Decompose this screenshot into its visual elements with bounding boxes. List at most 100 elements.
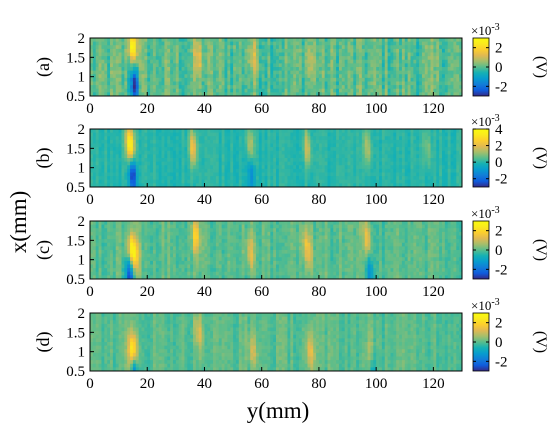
heatmap-cell — [181, 136, 185, 141]
heatmap-cell — [244, 92, 248, 97]
heatmap-cell — [267, 139, 271, 144]
heatmap-cell — [404, 172, 409, 177]
heatmap-cell — [370, 165, 374, 170]
heatmap-cell — [318, 85, 323, 90]
heatmap-cell — [287, 147, 291, 152]
heatmap-cell — [187, 231, 191, 236]
heatmap-cell — [218, 129, 223, 134]
heatmap-cell — [447, 139, 451, 144]
heatmap-cell — [115, 158, 120, 163]
heatmap-cell — [115, 85, 120, 90]
heatmap-cell — [399, 235, 403, 240]
heatmap-cell — [127, 172, 131, 177]
heatmap-cell — [221, 221, 225, 226]
heatmap-cell — [444, 59, 449, 64]
heatmap-cell — [293, 172, 297, 177]
heatmap-cell — [361, 154, 366, 159]
heatmap-cell — [247, 161, 251, 166]
heatmap-cell — [304, 228, 308, 233]
heatmap-cell — [253, 228, 257, 233]
heatmap-cell — [170, 231, 174, 236]
heatmap-cell — [233, 158, 237, 163]
heatmap-cell — [161, 132, 165, 137]
x-tick-label: 60 — [254, 192, 269, 208]
heatmap-cell — [433, 168, 437, 173]
heatmap-cell — [316, 136, 320, 141]
heatmap-cell — [436, 143, 440, 148]
heatmap-cell — [344, 88, 348, 93]
heatmap-cell — [456, 179, 460, 184]
heatmap-cell — [235, 176, 240, 181]
heatmap-cell — [379, 136, 383, 141]
heatmap-cell — [195, 150, 200, 155]
heatmap-cell — [187, 81, 191, 86]
heatmap-cell — [190, 168, 194, 173]
heatmap-cell — [430, 176, 434, 181]
heatmap-cell — [296, 70, 300, 75]
heatmap-cell — [393, 183, 397, 188]
heatmap-cell — [436, 129, 440, 134]
heatmap-cell — [233, 132, 237, 137]
heatmap-cell — [384, 179, 388, 184]
heatmap-cell — [401, 56, 406, 61]
heatmap-cell — [361, 158, 366, 163]
heatmap-cell — [210, 70, 214, 75]
heatmap-cell — [276, 235, 280, 240]
heatmap-cell — [201, 235, 205, 240]
heatmap-cell — [344, 63, 348, 68]
heatmap-cell — [327, 231, 331, 236]
heatmap-cell — [233, 168, 237, 173]
heatmap-cell — [390, 56, 394, 61]
heatmap-cell — [158, 56, 162, 61]
heatmap-cell — [358, 85, 363, 90]
heatmap-cell — [327, 70, 331, 75]
heatmap-cell — [293, 59, 297, 64]
heatmap-cell — [141, 45, 145, 50]
heatmap-cell — [338, 231, 343, 236]
heatmap-cell — [353, 38, 357, 43]
heatmap-cell — [161, 52, 165, 57]
heatmap-cell — [127, 183, 131, 188]
heatmap-cell — [184, 56, 188, 61]
heatmap-cell — [310, 70, 314, 75]
heatmap-cell — [201, 136, 205, 141]
heatmap-cell — [407, 81, 411, 86]
heatmap-cell — [238, 132, 243, 137]
heatmap-cell — [264, 224, 268, 229]
heatmap-cell — [404, 92, 409, 97]
heatmap-cell — [439, 81, 443, 86]
heatmap-cell — [361, 63, 366, 68]
heatmap-cell — [350, 63, 354, 68]
heatmap-cell — [338, 239, 343, 244]
heatmap-cell — [130, 228, 134, 233]
heatmap-cell — [310, 56, 314, 61]
heatmap-cell — [318, 52, 323, 57]
heatmap-cell — [124, 85, 128, 90]
heatmap-cell — [387, 179, 391, 184]
heatmap-cell — [244, 224, 248, 229]
heatmap-cell — [198, 92, 202, 97]
heatmap-cell — [141, 176, 145, 181]
heatmap-cell — [316, 52, 320, 57]
heatmap-cell — [218, 81, 223, 86]
heatmap-cell — [436, 77, 440, 82]
heatmap-cell — [361, 228, 366, 233]
heatmap-cell — [436, 179, 440, 184]
heatmap-cell — [416, 235, 420, 240]
heatmap-cell — [453, 235, 457, 240]
heatmap-cell — [138, 92, 142, 97]
heatmap-cell — [416, 183, 420, 188]
heatmap-cell — [396, 81, 400, 86]
heatmap-cell — [419, 183, 423, 188]
heatmap-cell — [187, 48, 191, 53]
heatmap-cell — [201, 147, 205, 152]
heatmap-cell — [301, 136, 306, 141]
heatmap-cell — [444, 63, 449, 68]
heatmap-cell — [390, 158, 394, 163]
heatmap-cell — [444, 41, 449, 46]
heatmap-cell — [110, 224, 114, 229]
heatmap-cell — [167, 136, 171, 141]
heatmap-cell — [247, 48, 251, 53]
heatmap-cell — [381, 168, 386, 173]
heatmap-cell — [178, 81, 182, 86]
